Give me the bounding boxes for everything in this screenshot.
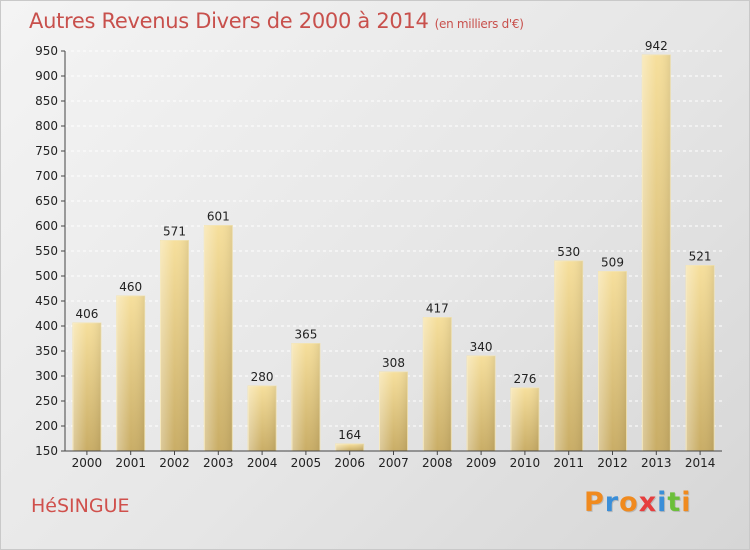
bar-shading — [72, 323, 101, 451]
chart-title-text: Autres Revenus Divers de 2000 à 2014 — [29, 9, 429, 33]
bar-value-label: 509 — [601, 256, 624, 270]
bar-value-label: 340 — [470, 340, 493, 354]
y-tick-label: 450 — [35, 294, 58, 308]
logo-letter: P — [584, 487, 605, 518]
bar-value-label: 365 — [294, 328, 317, 342]
bar-value-label: 530 — [557, 245, 580, 259]
bar-shading — [686, 265, 715, 451]
y-tick-label: 700 — [35, 169, 58, 183]
bar-shading — [248, 386, 277, 451]
bar-value-label: 308 — [382, 356, 405, 370]
bar-shading — [510, 388, 539, 451]
x-tick-label: 2000 — [72, 456, 103, 470]
y-axis: 150 200 250 300 350 400 450 500 550 600 650 700 750 8… — [35, 44, 66, 458]
bar-shading — [116, 296, 145, 451]
y-tick-label: 250 — [35, 394, 58, 408]
bar-shading — [160, 240, 189, 451]
x-tick-label: 2001 — [115, 456, 146, 470]
y-tick-label: 900 — [35, 69, 58, 83]
bar-shading — [554, 261, 583, 451]
city-name: HéSINGUE — [31, 495, 130, 517]
x-tick-label: 2010 — [510, 456, 541, 470]
y-tick-label: 650 — [35, 194, 58, 208]
bar-shading — [598, 271, 627, 451]
x-tick-label: 2005 — [291, 456, 322, 470]
x-axis: 2000 2001 2002 2003 2004 2005 2006 2007 2008 2009… — [65, 450, 722, 470]
chart-title: Autres Revenus Divers de 2000 à 2014 (en … — [29, 9, 524, 33]
bar-value-label: 417 — [426, 302, 449, 316]
bar-shading — [423, 317, 452, 451]
y-tick-label: 300 — [35, 369, 58, 383]
y-tick-label: 850 — [35, 94, 58, 108]
y-tick-label: 950 — [35, 44, 58, 58]
bar-shading — [291, 343, 320, 451]
x-tick-label: 2008 — [422, 456, 453, 470]
logo-letter: r — [604, 487, 620, 518]
x-tick-label: 2014 — [685, 456, 716, 470]
logo-letter: t — [667, 487, 682, 518]
y-tick-label: 750 — [35, 144, 58, 158]
bar-value-label: 601 — [207, 210, 230, 224]
bar-value-label: 942 — [645, 39, 668, 53]
x-tick-label: 2004 — [247, 456, 278, 470]
bar-value-label: 406 — [75, 307, 98, 321]
x-tick-label: 2006 — [334, 456, 365, 470]
logo-letter: i — [657, 487, 668, 518]
logo-letter: x — [638, 487, 658, 518]
y-tick-label: 550 — [35, 244, 58, 258]
logo-letter: o — [619, 487, 639, 518]
bars: 406 460 571 601 280 365 164 308 417 340 276 530 509 9… — [72, 39, 715, 452]
bar-shading — [642, 55, 671, 451]
bar-value-label: 276 — [513, 372, 536, 386]
bar-value-label: 280 — [251, 370, 274, 384]
proxiti-logo: Proxiti — [584, 487, 692, 518]
bar-value-label: 460 — [119, 280, 142, 294]
y-tick-label: 200 — [35, 419, 58, 433]
bar-shading — [204, 225, 233, 451]
bar-shading — [467, 356, 496, 451]
x-tick-label: 2002 — [159, 456, 190, 470]
bar-value-label: 571 — [163, 225, 186, 239]
bar-value-label: 521 — [689, 250, 712, 264]
x-tick-label: 2007 — [378, 456, 409, 470]
bar-shading — [335, 444, 364, 451]
x-tick-label: 2009 — [466, 456, 497, 470]
bar-value-label: 164 — [338, 428, 361, 442]
bar-shading — [379, 372, 408, 451]
y-tick-label: 350 — [35, 344, 58, 358]
x-tick-label: 2013 — [641, 456, 672, 470]
y-tick-label: 150 — [35, 444, 58, 458]
y-tick-label: 500 — [35, 269, 58, 283]
x-tick-label: 2003 — [203, 456, 234, 470]
x-tick-label: 2012 — [597, 456, 628, 470]
y-tick-label: 800 — [35, 119, 58, 133]
chart-subtitle: (en milliers d'€) — [434, 17, 524, 31]
x-tick-label: 2011 — [553, 456, 584, 470]
logo-letter: i — [681, 487, 692, 518]
y-tick-label: 400 — [35, 319, 58, 333]
y-tick-label: 600 — [35, 219, 58, 233]
